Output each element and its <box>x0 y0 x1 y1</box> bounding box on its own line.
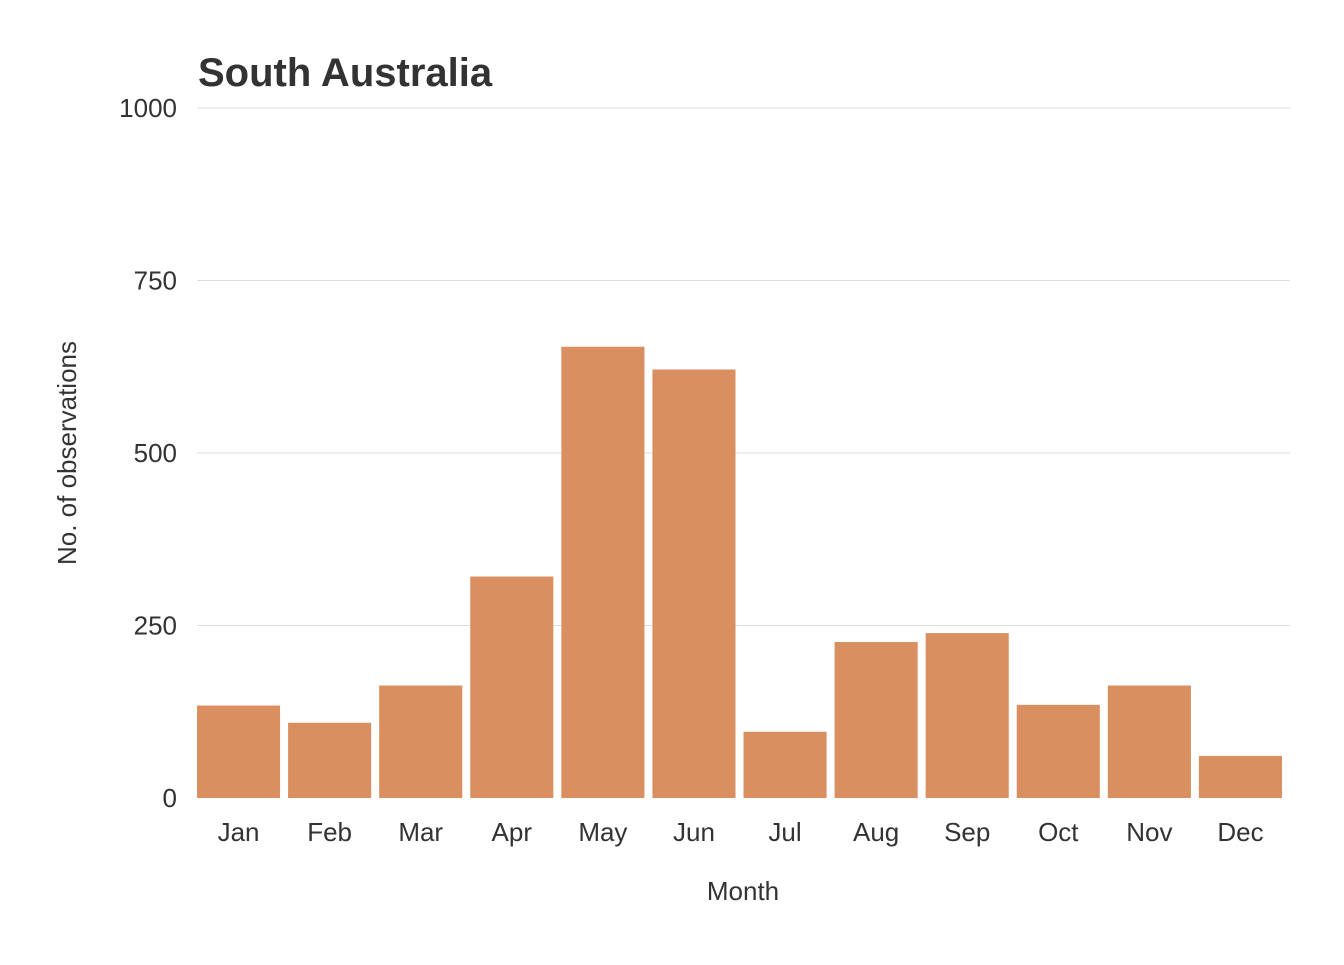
bar-feb <box>288 722 372 798</box>
x-tick-label-mar: Mar <box>398 817 443 847</box>
x-tick-label-may: May <box>578 817 627 847</box>
bar-jul <box>743 731 827 798</box>
x-tick-label-sep: Sep <box>944 817 990 847</box>
bar-oct <box>1016 704 1100 798</box>
bar-sep <box>925 633 1009 798</box>
x-tick-label-apr: Apr <box>492 817 533 847</box>
x-tick-label-jan: Jan <box>218 817 260 847</box>
bar-nov <box>1107 685 1191 798</box>
x-tick-label-oct: Oct <box>1038 817 1079 847</box>
bar-mar <box>379 685 463 798</box>
y-axis-label: No. of observations <box>52 341 82 565</box>
bar-aug <box>834 642 918 798</box>
x-tick-label-aug: Aug <box>853 817 899 847</box>
bar-dec <box>1198 755 1282 798</box>
bar-jun <box>652 369 736 798</box>
gridlines <box>197 107 1290 626</box>
x-tick-label-dec: Dec <box>1217 817 1263 847</box>
x-axis-ticks: Jan Feb Mar Apr May Jun Jul Aug Sep Oct Nov Dec <box>218 817 1264 847</box>
bar-apr <box>470 576 554 798</box>
bar-may <box>561 346 645 798</box>
bars <box>197 346 1282 798</box>
y-tick-label: 750 <box>134 266 177 296</box>
x-tick-label-jun: Jun <box>673 817 715 847</box>
x-tick-label-feb: Feb <box>307 817 352 847</box>
chart-title: South Australia <box>198 51 493 95</box>
x-tick-label-nov: Nov <box>1126 817 1172 847</box>
y-tick-label: 500 <box>134 438 177 468</box>
y-tick-label: 1000 <box>119 93 177 123</box>
x-tick-label-jul: Jul <box>768 817 801 847</box>
x-axis-label: Month <box>707 876 779 906</box>
bar-jan <box>197 705 281 798</box>
y-axis-ticks: 0 250 500 750 1000 <box>119 93 177 813</box>
y-tick-label: 250 <box>134 611 177 641</box>
y-tick-label: 0 <box>163 783 177 813</box>
